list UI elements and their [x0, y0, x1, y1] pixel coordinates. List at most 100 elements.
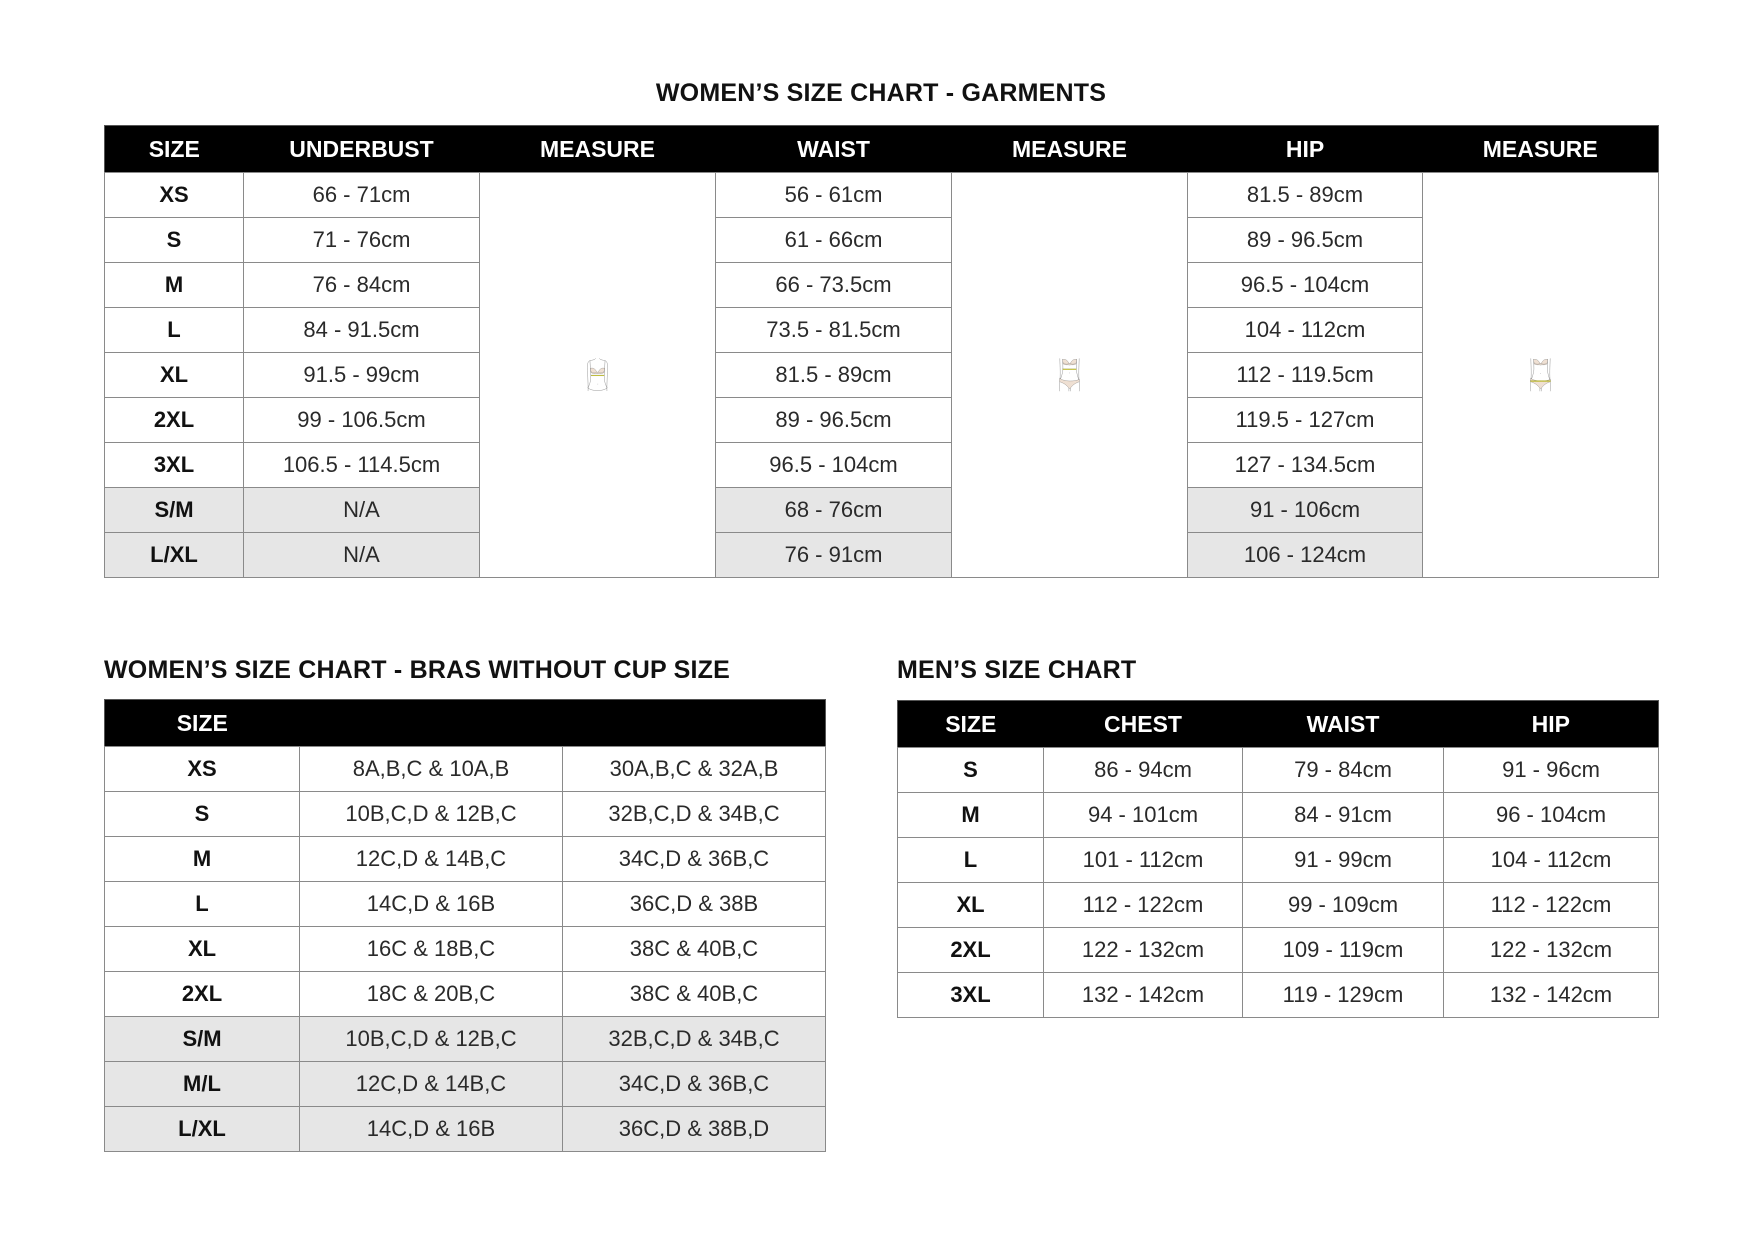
- measuring-tape: [1530, 380, 1551, 382]
- waist-cell: 68 - 76cm: [715, 487, 952, 533]
- header-row: SIZE: [104, 699, 826, 747]
- waist-cell: 84 - 91cm: [1242, 792, 1444, 838]
- header-size: SIZE: [104, 699, 300, 747]
- size-cell: XL: [897, 882, 1044, 928]
- mens-title: MEN’S SIZE CHART: [897, 656, 1137, 684]
- header-blank: [299, 699, 563, 747]
- hip-cell: 91 - 96cm: [1443, 747, 1659, 793]
- bra-size-cell: 34C,D & 36B,C: [562, 836, 826, 882]
- waist-cell: 73.5 - 81.5cm: [715, 307, 952, 353]
- size-cell: XL: [104, 926, 300, 972]
- table-row: L/XL N/A 76 - 91cm 106 - 124cm: [104, 532, 1659, 578]
- table-row: S 10B,C,D & 12B,C 32B,C,D & 34B,C: [104, 791, 826, 837]
- table-row: S/M 10B,C,D & 12B,C 32B,C,D & 34B,C: [104, 1016, 826, 1062]
- header-waist: WAIST: [1242, 700, 1444, 748]
- underbust-cell: N/A: [243, 487, 480, 533]
- chest-cell: 122 - 132cm: [1043, 927, 1243, 973]
- briefs-shape: [1530, 378, 1551, 389]
- size-cell: S: [104, 217, 244, 263]
- underbust-measure-figure: [587, 358, 608, 392]
- table-row: XS 8A,B,C & 10A,B 30A,B,C & 32A,B: [104, 746, 826, 792]
- table-row: S/M N/A 68 - 76cm 91 - 106cm: [104, 487, 1659, 533]
- hip-measure-cell: [1422, 172, 1659, 578]
- header-waist: WAIST: [715, 125, 952, 173]
- chest-cell: 132 - 142cm: [1043, 972, 1243, 1018]
- bras-title: WOMEN’S SIZE CHART - BRAS WITHOUT CUP SI…: [104, 656, 730, 684]
- table-row: XS 66 - 71cm 56 - 61cm 81.5 - 89cm: [104, 172, 1659, 578]
- hip-cell: 106 - 124cm: [1187, 532, 1423, 578]
- table-row: M/L 12C,D & 14B,C 34C,D & 36B,C: [104, 1061, 826, 1107]
- hip-cell: 119.5 - 127cm: [1187, 397, 1423, 443]
- header-row: SIZE CHEST WAIST HIP: [897, 700, 1659, 748]
- underbust-cell: N/A: [243, 532, 480, 578]
- table-row: M 76 - 84cm 66 - 73.5cm 96.5 - 104cm: [104, 262, 1659, 308]
- waist-cell: 56 - 61cm: [715, 172, 952, 218]
- hip-measure-figure: [1530, 358, 1551, 392]
- hip-cell: 81.5 - 89cm: [1187, 172, 1423, 218]
- hip-cell: 104 - 112cm: [1187, 307, 1423, 353]
- size-cell: M: [897, 792, 1044, 838]
- measuring-tape: [1062, 368, 1077, 370]
- underbust-cell: 91.5 - 99cm: [243, 352, 480, 398]
- hip-cell: 104 - 112cm: [1443, 837, 1659, 883]
- bra-shape: [1533, 359, 1548, 366]
- header-measure: MEASURE: [479, 125, 716, 173]
- hip-cell: 127 - 134.5cm: [1187, 442, 1423, 488]
- size-cell: L/XL: [104, 532, 244, 578]
- header-blank: [562, 699, 826, 747]
- table-row: S 86 - 94cm 79 - 84cm 91 - 96cm: [897, 747, 1659, 793]
- size-cell: 3XL: [897, 972, 1044, 1018]
- hip-cell: 96.5 - 104cm: [1187, 262, 1423, 308]
- header-size: SIZE: [104, 125, 244, 173]
- chest-cell: 86 - 94cm: [1043, 747, 1243, 793]
- waist-cell: 89 - 96.5cm: [715, 397, 952, 443]
- bra-size-cell: 18C & 20B,C: [299, 971, 563, 1017]
- mens-size-table: SIZE CHEST WAIST HIP S 86 - 94cm 79 - 84cm 91 -…: [897, 700, 1659, 1018]
- header-row: SIZE UNDERBUST MEASURE WAIST MEASURE HIP MEASU…: [104, 125, 1659, 173]
- chest-cell: 101 - 112cm: [1043, 837, 1243, 883]
- size-cell: M: [104, 262, 244, 308]
- table-row: 3XL 106.5 - 114.5cm 96.5 - 104cm 127 - 134.…: [104, 442, 1659, 488]
- table-row: L 84 - 91.5cm 73.5 - 81.5cm 104 - 112cm: [104, 307, 1659, 353]
- measuring-tape: [591, 374, 605, 377]
- waist-cell: 96.5 - 104cm: [715, 442, 952, 488]
- table-row: XL 91.5 - 99cm 81.5 - 89cm 112 - 119.5cm: [104, 352, 1659, 398]
- bra-size-cell: 38C & 40B,C: [562, 926, 826, 972]
- size-cell: L: [104, 307, 244, 353]
- table-row: L/XL 14C,D & 16B 36C,D & 38B,D: [104, 1106, 826, 1152]
- table-row: 3XL 132 - 142cm 119 - 129cm 132 - 142cm: [897, 972, 1659, 1018]
- size-cell: S/M: [104, 1016, 300, 1062]
- size-cell: 2XL: [897, 927, 1044, 973]
- hip-cell: 96 - 104cm: [1443, 792, 1659, 838]
- table-row: M 94 - 101cm 84 - 91cm 96 - 104cm: [897, 792, 1659, 838]
- waist-cell: 66 - 73.5cm: [715, 262, 952, 308]
- underbust-cell: 66 - 71cm: [243, 172, 480, 218]
- waist-measure-figure: [1059, 358, 1080, 392]
- waist-measure-cell: [951, 172, 1188, 578]
- garments-size-table: SIZE UNDERBUST MEASURE WAIST MEASURE HIP MEASU…: [104, 125, 1659, 578]
- header-chest: CHEST: [1043, 700, 1243, 748]
- bra-size-cell: 34C,D & 36B,C: [562, 1061, 826, 1107]
- bra-size-cell: 32B,C,D & 34B,C: [562, 1016, 826, 1062]
- waist-cell: 119 - 129cm: [1242, 972, 1444, 1018]
- hip-cell: 122 - 132cm: [1443, 927, 1659, 973]
- waist-cell: 91 - 99cm: [1242, 837, 1444, 883]
- underbust-cell: 106.5 - 114.5cm: [243, 442, 480, 488]
- size-cell: XS: [104, 172, 244, 218]
- bra-size-cell: 10B,C,D & 12B,C: [299, 1016, 563, 1062]
- header-hip: HIP: [1443, 700, 1659, 748]
- header-hip: HIP: [1187, 125, 1423, 173]
- bra-size-cell: 30A,B,C & 32A,B: [562, 746, 826, 792]
- table-row: L 14C,D & 16B 36C,D & 38B: [104, 881, 826, 927]
- table-row: 2XL 99 - 106.5cm 89 - 96.5cm 119.5 - 127cm: [104, 397, 1659, 443]
- bra-size-cell: 38C & 40B,C: [562, 971, 826, 1017]
- hip-cell: 132 - 142cm: [1443, 972, 1659, 1018]
- underbust-cell: 76 - 84cm: [243, 262, 480, 308]
- size-cell: M: [104, 836, 300, 882]
- waist-cell: 76 - 91cm: [715, 532, 952, 578]
- bra-shape: [1062, 359, 1077, 366]
- size-cell: XS: [104, 746, 300, 792]
- bra-size-cell: 12C,D & 14B,C: [299, 836, 563, 882]
- briefs-shape: [1059, 378, 1080, 389]
- size-cell: S/M: [104, 487, 244, 533]
